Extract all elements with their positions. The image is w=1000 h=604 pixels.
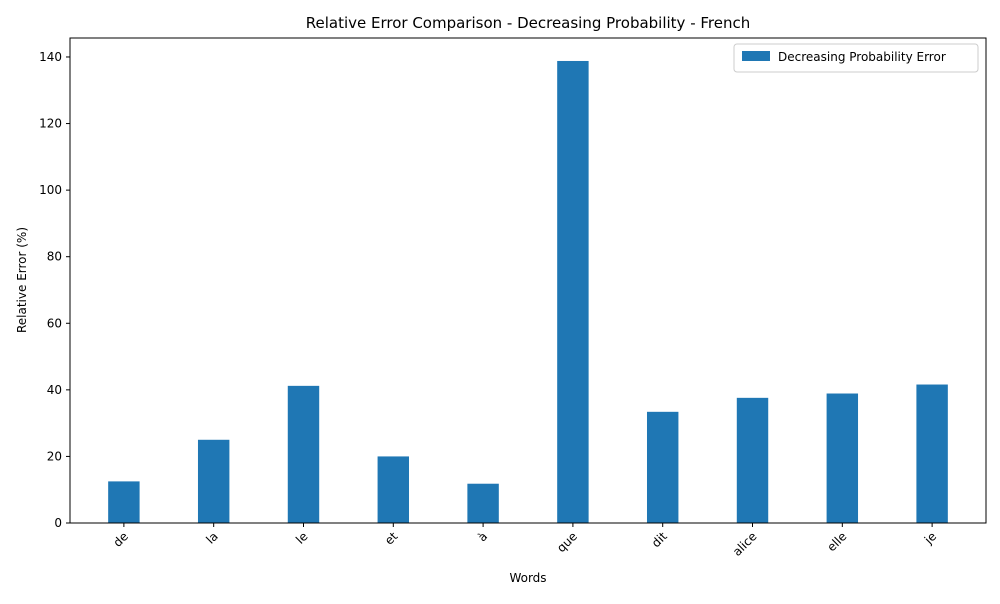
y-tick-label: 60 bbox=[47, 316, 62, 330]
bar-de bbox=[108, 481, 140, 523]
bars-group bbox=[108, 60, 948, 523]
y-tick-label: 80 bbox=[47, 250, 62, 264]
bar-le bbox=[287, 385, 320, 523]
y-tick-label: 140 bbox=[39, 50, 62, 64]
y-tick-label: 40 bbox=[47, 383, 62, 397]
legend: Decreasing Probability Error bbox=[733, 43, 979, 73]
bar-à bbox=[467, 483, 499, 523]
bar-je bbox=[916, 384, 948, 523]
chart-title: Relative Error Comparison - Decreasing P… bbox=[306, 14, 751, 32]
x-tick-label-je: je bbox=[921, 529, 939, 547]
x-tick-label-de: de bbox=[110, 529, 131, 550]
y-axis: 0 20 40 60 80 100 120 140 bbox=[39, 50, 70, 530]
x-tick-label-dit: dit bbox=[649, 529, 670, 550]
x-tick-label-et: et bbox=[382, 529, 401, 548]
x-tick-label-le: le bbox=[293, 529, 310, 546]
x-tick-label-que: que bbox=[554, 529, 580, 555]
plot-frame bbox=[69, 37, 987, 524]
bar-et bbox=[377, 456, 410, 523]
y-tick-label: 120 bbox=[39, 117, 62, 131]
x-axis: de la le et à que dit alice elle je bbox=[110, 523, 939, 559]
y-tick-label: 20 bbox=[47, 449, 62, 463]
x-tick-label-elle: elle bbox=[824, 529, 849, 554]
x-tick-label-la: la bbox=[203, 529, 220, 546]
x-axis-label: Words bbox=[509, 571, 546, 585]
bar-que bbox=[557, 60, 589, 523]
legend-swatch bbox=[742, 51, 770, 61]
x-tick-label-alice: alice bbox=[730, 529, 760, 559]
bar-la bbox=[197, 439, 230, 523]
x-tick-label-à: à bbox=[475, 529, 490, 544]
y-tick-label: 100 bbox=[39, 183, 62, 197]
y-tick-label: 0 bbox=[54, 516, 62, 530]
bar-dit bbox=[646, 411, 679, 523]
bar-elle bbox=[826, 393, 859, 523]
bar-alice bbox=[736, 397, 769, 523]
legend-box bbox=[733, 43, 979, 73]
legend-label: Decreasing Probability Error bbox=[778, 50, 946, 64]
y-axis-label: Relative Error (%) bbox=[15, 227, 29, 333]
